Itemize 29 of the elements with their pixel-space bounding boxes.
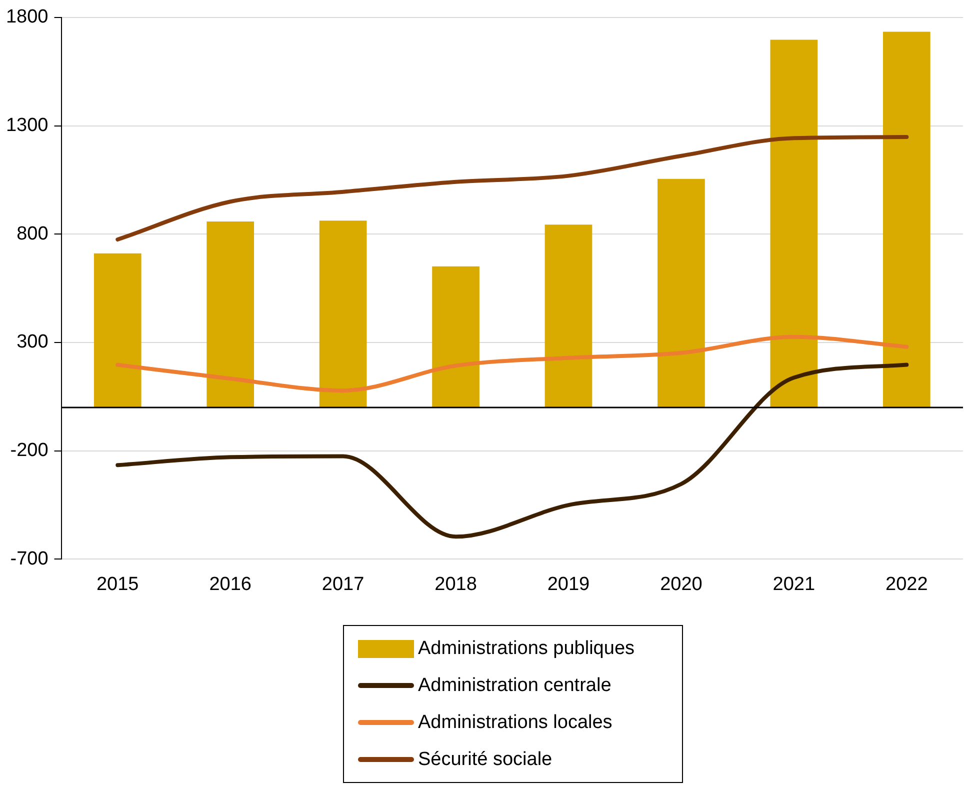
line-series [116,362,909,539]
bar [206,222,254,408]
line-series [116,334,909,393]
legend-label: Administrations locales [418,712,612,734]
bar [319,220,367,408]
legend-label: Sécurité sociale [418,748,552,770]
x-tick-label: 2020 [660,574,702,595]
y-tick-label: 300 [16,332,48,353]
y-tick-label: 1300 [6,114,48,136]
x-tick-label: 2022 [886,574,928,595]
bar [658,178,705,408]
line-series [116,135,909,242]
x-tick-label: 2018 [434,574,477,595]
x-tick-label: 2017 [322,574,364,595]
bar [882,32,930,408]
bar [770,40,818,408]
x-tick-label: 2016 [209,574,252,595]
x-tick-label: 2015 [96,574,139,595]
y-tick-label: -200 [10,440,48,462]
y-tick-label: -700 [10,548,48,570]
y-tick-label: 1800 [6,6,48,28]
bar [544,224,592,408]
bar [432,266,480,408]
x-tick-label: 2019 [547,574,590,595]
bar [94,253,142,408]
legend-label: Administration centrale [418,674,612,696]
legend-label: Administrations publiques [418,638,635,660]
x-tick-label: 2021 [772,574,816,595]
y-tick-label: 800 [16,223,48,244]
